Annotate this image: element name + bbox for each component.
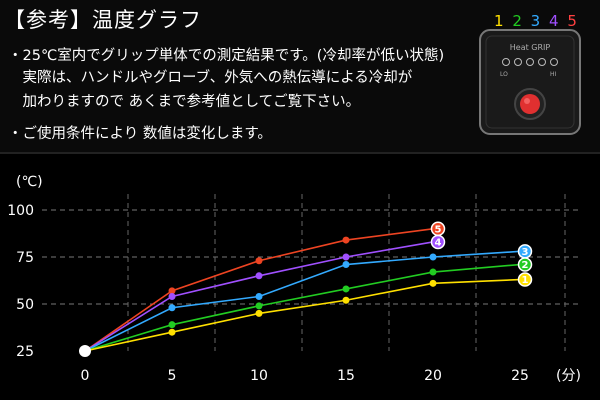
series-point-5-10: [255, 257, 263, 265]
series-point-2-10: [255, 302, 263, 310]
heat-grip-controller-icon: Heat GRIP LO HI: [479, 29, 581, 135]
series-end-label-3: 3: [522, 247, 529, 258]
series-1: 1: [84, 272, 533, 352]
level-indicators: 1 2 3 4 5: [494, 12, 579, 30]
note-line-4: ・ご使用条件により 数値は変化します。: [8, 126, 272, 142]
series-end-badge-4: [430, 234, 446, 250]
series-end-label-2: 2: [522, 260, 529, 271]
level-2-label: 2: [512, 12, 524, 30]
series-point-2-20: [429, 268, 437, 276]
series-point-4-15: [342, 253, 350, 261]
series-line-5: [84, 228, 434, 352]
note-line-2: 実際は、ハンドルやグローブ、外気への熱伝導による冷却が: [8, 70, 413, 86]
series: 5 4 3 2 1: [79, 221, 533, 357]
temperature-chart: 25 50 75 100 0 5 10 15 20 25 (℃) (分) 5 4 3 2 1: [7, 174, 581, 384]
series-end-label-5: 5: [435, 224, 442, 235]
series-5: 5: [84, 221, 446, 352]
series-2: 2: [84, 257, 533, 352]
series-point-2-15: [342, 285, 350, 293]
series-end-label-1: 1: [522, 275, 529, 286]
series-point-4-5: [168, 292, 176, 300]
page-title: 【参考】温度グラフ: [4, 8, 202, 32]
x-tick-5: 5: [168, 368, 177, 384]
y-axis-label: (℃): [16, 174, 43, 190]
series-point-3-10: [255, 292, 263, 300]
series-point-1-15: [342, 296, 350, 304]
series-point-1-20: [429, 279, 437, 287]
x-tick-25: 25: [511, 368, 529, 384]
level-1-label: 1: [494, 12, 506, 30]
start-point: [79, 345, 91, 357]
series-point-2-5: [168, 321, 176, 329]
y-tick-75: 75: [16, 250, 34, 266]
info-panel: 【参考】温度グラフ ・25℃室内でグリップ単体での測定結果です。(冷却率が低い状…: [0, 0, 600, 152]
series-point-1-5: [168, 328, 176, 336]
level-led-row: [502, 58, 558, 66]
note-line-3: 加わりますので あくまで参考値としてご覧下さい。: [8, 94, 361, 110]
series-point-4-10: [255, 272, 263, 280]
series-point-3-15: [342, 261, 350, 269]
series-point-5-15: [342, 236, 350, 244]
note-line-1: ・25℃室内でグリップ単体での測定結果です。(冷却率が低い状態): [8, 48, 445, 64]
series-line-2: [84, 263, 521, 352]
series-point-1-10: [255, 309, 263, 317]
y-tick-50: 50: [16, 297, 34, 313]
x-tick-10: 10: [250, 368, 268, 384]
device-label: Heat GRIP: [510, 43, 551, 52]
y-tick-100: 100: [7, 203, 34, 219]
series-line-1: [84, 278, 521, 352]
series-end-label-4: 4: [435, 237, 442, 248]
power-button-icon: [520, 94, 540, 114]
level-5-label: 5: [567, 12, 579, 30]
series-point-5-5: [168, 287, 176, 295]
x-tick-0: 0: [81, 368, 90, 384]
x-tick-15: 15: [337, 368, 355, 384]
x-axis-label: (分): [556, 368, 581, 384]
series-line-3: [84, 250, 521, 352]
series-end-badge-1: [517, 272, 533, 287]
series-3: 3: [84, 244, 533, 352]
level-4-label: 4: [548, 12, 561, 30]
series-point-3-20: [429, 253, 437, 261]
y-tick-25: 25: [16, 344, 34, 360]
lo-label: LO: [500, 71, 508, 78]
divider: [0, 152, 600, 154]
series-4: 4: [84, 234, 446, 352]
x-tick-20: 20: [424, 368, 442, 384]
series-point-3-5: [168, 304, 176, 312]
hi-label: HI: [550, 71, 557, 78]
level-3-label: 3: [530, 12, 543, 30]
series-end-badge-2: [517, 257, 533, 272]
